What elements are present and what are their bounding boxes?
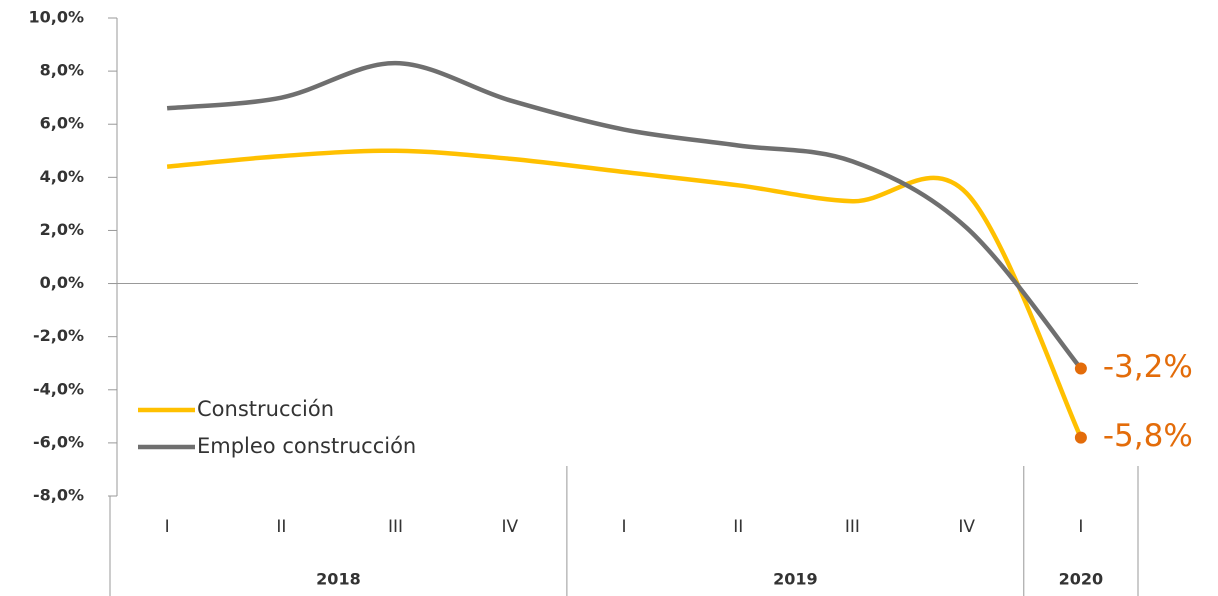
group-label: 2018	[316, 570, 361, 589]
y-tick-label: 10,0%	[28, 8, 84, 27]
x-tick-label: IV	[958, 517, 975, 537]
legend-label: Construcción	[197, 397, 334, 421]
x-tick-label: I	[165, 517, 170, 537]
y-tick-label: -6,0%	[33, 432, 84, 451]
y-tick-label: 0,0%	[40, 273, 84, 292]
x-tick-label: I	[621, 517, 626, 537]
y-tick-label: 6,0%	[40, 114, 84, 133]
group-label: 2019	[773, 570, 818, 589]
x-tick-label: II	[276, 517, 286, 537]
series-line	[166, 148, 1083, 439]
value-label: -5,8%	[1103, 418, 1193, 454]
point-marker	[1074, 362, 1087, 375]
y-tick-label: -4,0%	[33, 379, 84, 398]
x-tick-label: IV	[501, 517, 518, 537]
point-marker	[1074, 431, 1087, 444]
legend-label: Empleo construcción	[197, 434, 416, 458]
series-line	[166, 60, 1083, 370]
value-label: -3,2%	[1103, 349, 1193, 385]
y-tick-label: -8,0%	[33, 486, 84, 505]
y-tick-label: 8,0%	[40, 61, 84, 80]
x-tick-label: II	[733, 517, 743, 537]
y-tick-label: 4,0%	[40, 167, 84, 186]
x-tick-label: III	[388, 517, 403, 537]
x-tick-label: III	[845, 517, 860, 537]
y-tick-label: 2,0%	[40, 220, 84, 239]
x-tick-label: I	[1078, 517, 1083, 537]
group-label: 2020	[1059, 570, 1104, 589]
y-tick-label: -2,0%	[33, 326, 84, 345]
